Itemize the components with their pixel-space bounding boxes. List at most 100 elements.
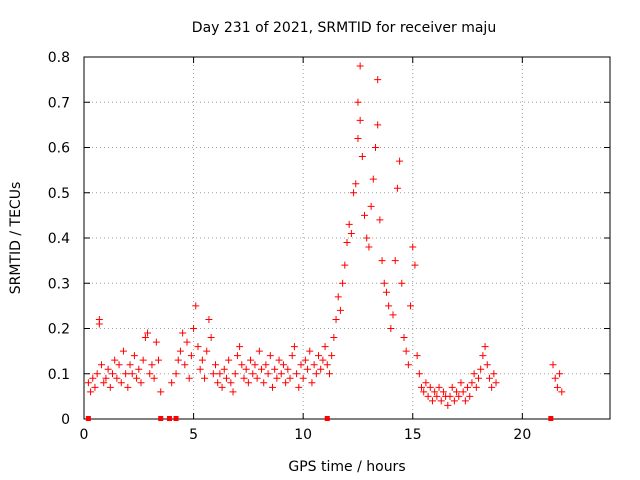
data-point	[301, 356, 309, 364]
data-point	[470, 370, 478, 378]
data-point	[418, 383, 426, 391]
data-point	[549, 361, 557, 369]
data-point	[187, 352, 195, 360]
data-point	[242, 365, 250, 373]
data-point	[369, 175, 377, 183]
data-point	[113, 374, 121, 382]
data-point	[102, 374, 110, 382]
data-point	[207, 334, 215, 342]
data-point	[115, 361, 123, 369]
data-point	[334, 293, 342, 301]
data-point	[218, 383, 226, 391]
data-point	[240, 374, 248, 382]
data-point	[133, 374, 141, 382]
data-point	[315, 352, 323, 360]
data-point	[144, 329, 152, 337]
data-point	[297, 361, 305, 369]
data-point	[183, 338, 191, 346]
data-point	[492, 379, 500, 387]
data-point	[330, 334, 338, 342]
data-point	[317, 365, 325, 373]
x-tick-label: 0	[80, 427, 89, 443]
data-point	[176, 347, 184, 355]
data-point	[420, 388, 428, 396]
data-point	[363, 234, 371, 242]
data-point	[181, 361, 189, 369]
data-point	[229, 388, 237, 396]
gridlines	[84, 57, 610, 419]
data-point	[137, 379, 145, 387]
data-point	[104, 365, 112, 373]
data-point	[468, 379, 476, 387]
data-point	[286, 374, 294, 382]
data-point	[428, 397, 436, 405]
data-point	[354, 98, 362, 106]
data-point	[350, 189, 358, 197]
data-point	[87, 388, 95, 396]
data-point	[277, 370, 285, 378]
data-point	[216, 370, 224, 378]
y-tick-label: 0	[61, 412, 70, 428]
data-point	[253, 374, 261, 382]
data-point	[356, 116, 364, 124]
data-point	[393, 184, 401, 192]
data-points	[84, 62, 566, 409]
data-point	[155, 356, 163, 364]
data-point	[150, 374, 158, 382]
axis-ticks	[83, 56, 610, 420]
data-point	[385, 302, 393, 310]
data-point	[89, 374, 97, 382]
data-point	[431, 388, 439, 396]
data-point	[106, 383, 114, 391]
y-tick-label: 0.6	[48, 141, 70, 157]
data-point	[233, 352, 241, 360]
data-point	[312, 370, 320, 378]
data-point	[347, 229, 355, 237]
data-point	[464, 383, 472, 391]
data-point	[203, 347, 211, 355]
data-point	[236, 343, 244, 351]
data-point	[409, 243, 417, 251]
x-tick-label: 20	[513, 427, 531, 443]
x-tick-label: 10	[294, 427, 312, 443]
data-point	[466, 392, 474, 400]
data-point	[139, 356, 147, 364]
x-tick-label: 5	[189, 427, 198, 443]
data-point	[371, 144, 379, 151]
x-tick-labels: 0 5 10 15 20	[80, 427, 532, 443]
data-point	[413, 352, 421, 360]
data-point	[356, 62, 364, 70]
data-point	[556, 370, 564, 378]
data-point	[174, 356, 182, 364]
data-point	[304, 365, 312, 373]
data-point	[220, 365, 228, 373]
x-tick-label: 15	[404, 427, 422, 443]
data-point	[424, 392, 432, 400]
gap-marker	[548, 416, 554, 421]
gap-marker	[173, 416, 179, 421]
data-point	[91, 383, 99, 391]
data-point	[108, 370, 116, 378]
data-point	[404, 361, 412, 369]
data-point	[352, 180, 360, 188]
data-point	[122, 370, 130, 378]
data-point	[168, 379, 176, 387]
data-point	[365, 243, 373, 251]
data-point	[117, 379, 125, 387]
data-point	[439, 388, 447, 396]
data-point	[437, 397, 445, 405]
data-point	[260, 379, 268, 387]
data-point	[382, 288, 390, 296]
data-point	[282, 379, 290, 387]
x-axis-label: GPS time / hours	[288, 459, 405, 475]
data-point	[475, 374, 482, 382]
data-point	[396, 157, 404, 165]
data-point	[345, 220, 353, 228]
data-point	[477, 365, 485, 373]
data-point	[225, 356, 233, 364]
data-point	[119, 347, 127, 355]
data-point	[306, 347, 314, 355]
data-point	[98, 361, 106, 369]
data-point	[84, 379, 92, 387]
data-point	[227, 379, 235, 387]
